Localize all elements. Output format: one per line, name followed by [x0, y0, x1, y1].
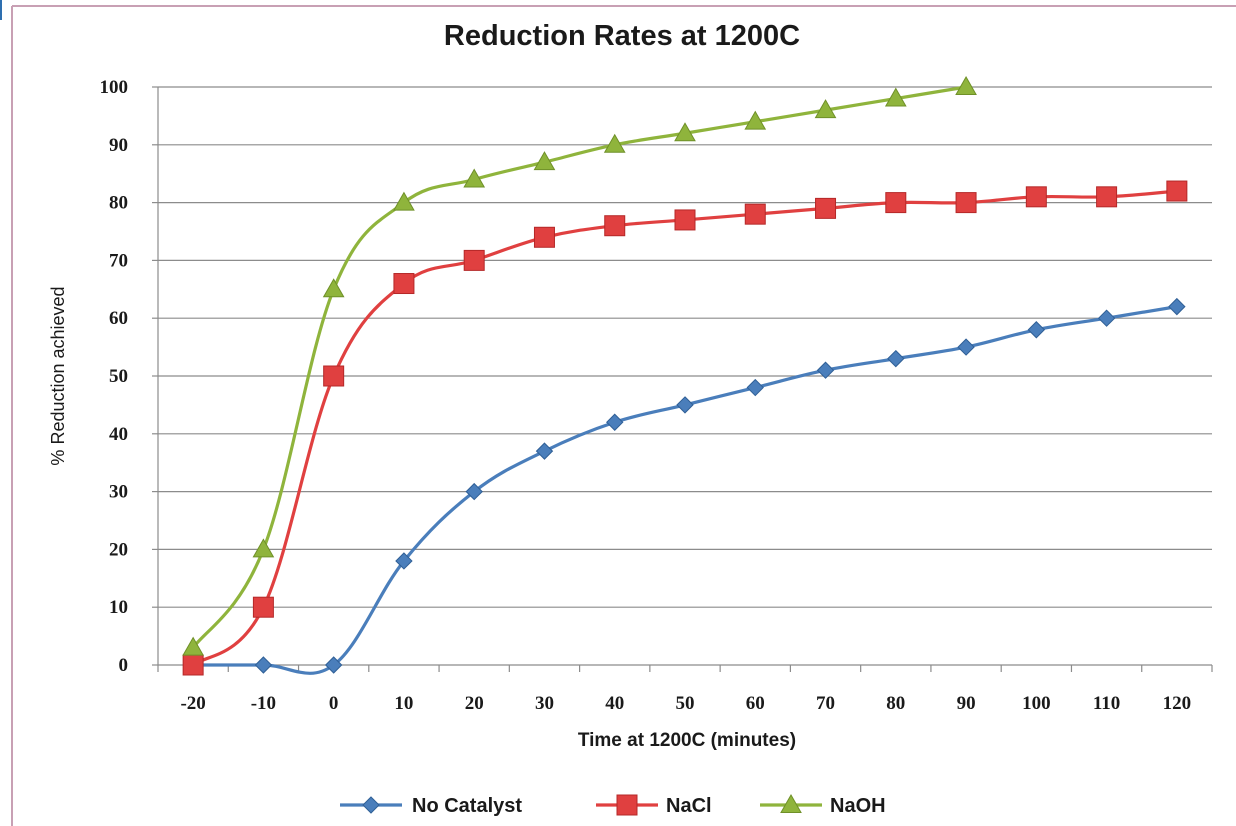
- data-point-nacl: [1096, 186, 1118, 208]
- data-point-no-catalyst: [606, 413, 624, 431]
- legend: No Catalyst NaCl NaOH: [340, 793, 886, 817]
- data-point-naoh: [322, 278, 345, 298]
- data-point-naoh: [463, 168, 486, 188]
- x-tick-label: 50: [676, 693, 695, 714]
- y-tick-labels: 0 10 20 30 40 50 60 70 80 90 100: [100, 77, 129, 676]
- y-tick-label: 10: [109, 597, 128, 618]
- data-point-nacl: [323, 365, 345, 387]
- data-point-no-catalyst: [676, 396, 694, 414]
- data-point-no-catalyst: [324, 656, 343, 674]
- legend-marker-no-catalyst: [362, 796, 380, 814]
- x-tick-label: -20: [180, 693, 205, 714]
- x-tick-label: 80: [886, 693, 905, 714]
- data-point-nacl: [393, 273, 415, 295]
- data-point-naoh: [674, 122, 696, 142]
- x-tick-label: 100: [1022, 693, 1051, 714]
- data-point-nacl: [885, 192, 907, 214]
- y-tick-label: 0: [119, 655, 129, 676]
- data-point-nacl: [955, 192, 977, 214]
- y-tick-label: 40: [109, 424, 128, 445]
- data-point-naoh: [814, 99, 837, 119]
- data-point-naoh: [744, 110, 767, 130]
- series-layer: [182, 75, 1188, 676]
- x-tick-label: 10: [394, 693, 413, 714]
- data-point-nacl: [182, 654, 204, 676]
- data-point-no-catalyst: [395, 552, 413, 570]
- data-point-nacl: [533, 226, 555, 248]
- series-line-no-catalyst: [193, 305, 1178, 675]
- data-point-nacl: [1025, 186, 1047, 208]
- legend-label-no-catalyst: No Catalyst: [412, 795, 522, 817]
- legend-label-naoh: NaOH: [830, 795, 886, 817]
- legend-marker-naoh: [780, 793, 802, 813]
- data-point-nacl: [1166, 180, 1188, 202]
- data-point-nacl: [674, 209, 696, 231]
- data-point-no-catalyst: [535, 442, 554, 460]
- data-point-no-catalyst: [1027, 321, 1046, 339]
- data-point-nacl: [463, 249, 485, 271]
- y-tick-label: 70: [109, 250, 128, 271]
- x-tick-label: 70: [816, 693, 835, 714]
- x-tick-labels: -20 -10 0 10 20 30 40 50 60 70 80 90 100 110 120: [180, 693, 1191, 714]
- data-point-no-catalyst: [816, 361, 835, 379]
- y-tick-label: 20: [109, 539, 128, 560]
- x-tick-label: 60: [746, 693, 765, 714]
- data-point-no-catalyst: [746, 378, 764, 397]
- x-axis-title: Time at 1200C (minutes): [578, 730, 796, 751]
- x-tick-label: 90: [957, 693, 976, 714]
- x-tick-label: -10: [251, 693, 276, 714]
- data-point-no-catalyst: [1168, 297, 1186, 316]
- data-point-naoh: [955, 75, 977, 95]
- data-point-nacl: [604, 215, 626, 237]
- legend-marker-nacl: [616, 794, 638, 816]
- y-tick-label: 80: [109, 193, 128, 214]
- data-point-no-catalyst: [1097, 309, 1116, 327]
- y-axis-title: % Reduction achieved: [48, 286, 68, 465]
- x-tick-label: 0: [329, 693, 339, 714]
- y-tick-label: 30: [109, 482, 128, 503]
- x-tick-label: 40: [605, 693, 624, 714]
- data-point-naoh: [884, 87, 907, 107]
- data-point-no-catalyst: [254, 656, 273, 674]
- data-point-no-catalyst: [465, 482, 483, 501]
- data-point-naoh: [603, 133, 626, 153]
- x-tick-label: 30: [535, 693, 554, 714]
- y-tick-label: 60: [109, 308, 128, 329]
- series-line-nacl: [192, 189, 1178, 667]
- y-tick-label: 90: [109, 135, 128, 156]
- legend-label-nacl: NaCl: [666, 795, 712, 817]
- data-point-naoh: [252, 538, 275, 558]
- data-point-naoh: [393, 191, 415, 211]
- data-point-naoh: [533, 151, 556, 171]
- data-point-nacl: [744, 203, 766, 225]
- data-point-nacl: [252, 596, 274, 618]
- y-tick-label: 100: [100, 77, 129, 98]
- x-tick-label: 20: [465, 693, 484, 714]
- x-tick-label: 110: [1093, 693, 1120, 714]
- data-point-naoh: [182, 636, 204, 656]
- chart-title: Reduction Rates at 1200C: [444, 20, 800, 52]
- data-point-no-catalyst: [957, 338, 975, 356]
- y-tick-label: 50: [109, 366, 128, 387]
- data-point-no-catalyst: [887, 349, 905, 368]
- x-tick-label: 120: [1163, 693, 1192, 714]
- data-point-nacl: [815, 197, 837, 219]
